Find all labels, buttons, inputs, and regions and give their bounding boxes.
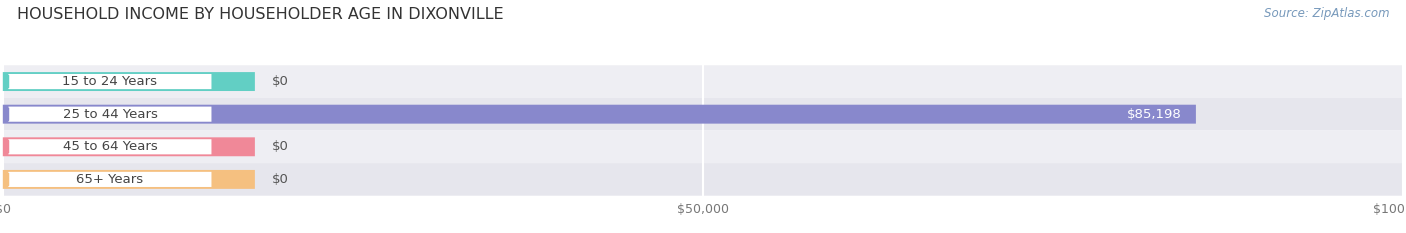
FancyBboxPatch shape bbox=[8, 107, 211, 122]
Text: 45 to 64 Years: 45 to 64 Years bbox=[62, 140, 157, 153]
FancyBboxPatch shape bbox=[3, 163, 1403, 196]
FancyBboxPatch shape bbox=[3, 65, 1403, 98]
FancyBboxPatch shape bbox=[3, 130, 1403, 163]
FancyBboxPatch shape bbox=[3, 98, 1403, 130]
Text: HOUSEHOLD INCOME BY HOUSEHOLDER AGE IN DIXONVILLE: HOUSEHOLD INCOME BY HOUSEHOLDER AGE IN D… bbox=[17, 7, 503, 22]
FancyBboxPatch shape bbox=[3, 137, 254, 156]
FancyBboxPatch shape bbox=[8, 74, 211, 89]
Text: Source: ZipAtlas.com: Source: ZipAtlas.com bbox=[1264, 7, 1389, 20]
FancyBboxPatch shape bbox=[3, 72, 254, 91]
Text: $85,198: $85,198 bbox=[1128, 108, 1182, 121]
Text: 25 to 44 Years: 25 to 44 Years bbox=[62, 108, 157, 121]
Text: 15 to 24 Years: 15 to 24 Years bbox=[62, 75, 157, 88]
Text: $0: $0 bbox=[271, 173, 288, 186]
FancyBboxPatch shape bbox=[8, 172, 211, 187]
Text: 65+ Years: 65+ Years bbox=[76, 173, 143, 186]
FancyBboxPatch shape bbox=[3, 170, 254, 189]
Text: $0: $0 bbox=[271, 140, 288, 153]
FancyBboxPatch shape bbox=[8, 139, 211, 154]
FancyBboxPatch shape bbox=[3, 105, 1197, 124]
Text: $0: $0 bbox=[271, 75, 288, 88]
